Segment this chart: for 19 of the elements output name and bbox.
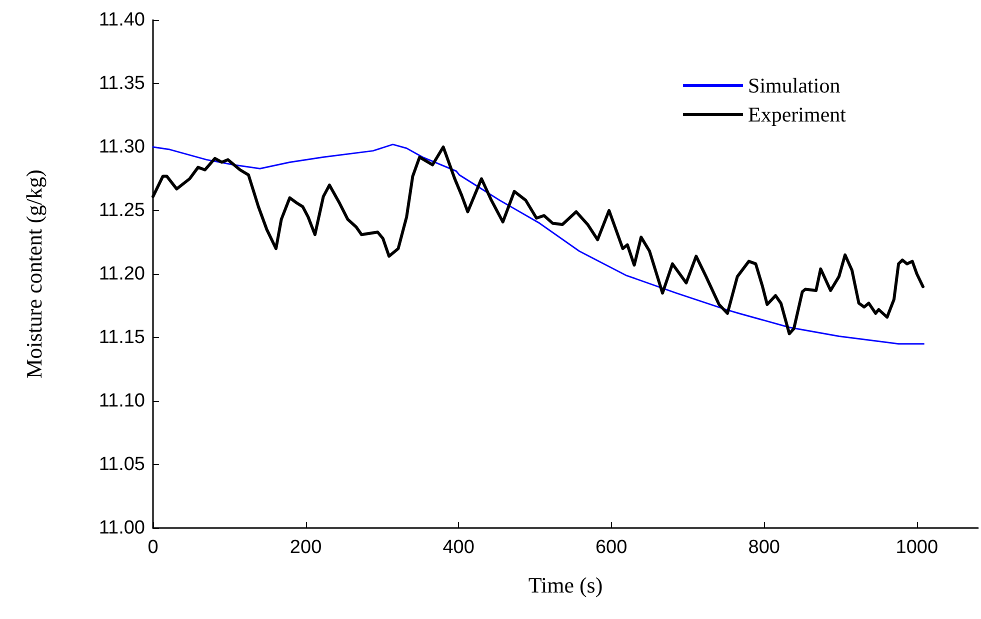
legend-label: Experiment — [748, 102, 846, 126]
y-tick-label: 11.25 — [98, 200, 145, 221]
y-tick-label: 11.15 — [98, 327, 145, 348]
x-tick-label: 0 — [148, 537, 158, 558]
legend-label: Simulation — [748, 74, 841, 98]
y-tick-label: 11.30 — [98, 136, 145, 158]
x-tick-label: 800 — [748, 537, 780, 558]
y-tick-label: 11.05 — [98, 454, 145, 475]
y-tick-label: 11.40 — [98, 10, 145, 30]
y-tick-label: 11.35 — [98, 73, 145, 94]
x-tick-label: 1000 — [896, 537, 938, 558]
y-axis-title: Moisture content (g/kg) — [22, 170, 46, 378]
x-axis-title: Time (s) — [528, 572, 603, 598]
y-tick-label: 11.20 — [98, 264, 145, 284]
x-tick-label: 600 — [595, 537, 628, 558]
y-tick-label: 11.00 — [98, 518, 145, 538]
x-tick-label: 200 — [290, 537, 322, 558]
y-tick-label: 11.10 — [98, 390, 145, 412]
x-tick-label: 400 — [442, 537, 474, 558]
